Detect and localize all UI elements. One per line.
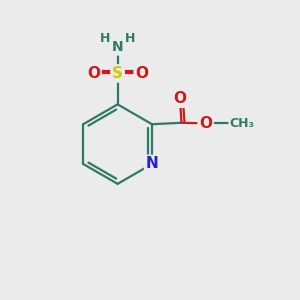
Text: H: H	[125, 32, 135, 45]
Text: O: O	[199, 116, 212, 131]
Text: O: O	[135, 66, 148, 81]
Text: O: O	[87, 66, 100, 81]
Text: CH₃: CH₃	[229, 117, 254, 130]
Text: O: O	[173, 91, 187, 106]
Text: N: N	[146, 157, 158, 172]
Text: S: S	[112, 66, 123, 81]
Text: H: H	[100, 32, 110, 45]
Text: N: N	[112, 40, 123, 54]
